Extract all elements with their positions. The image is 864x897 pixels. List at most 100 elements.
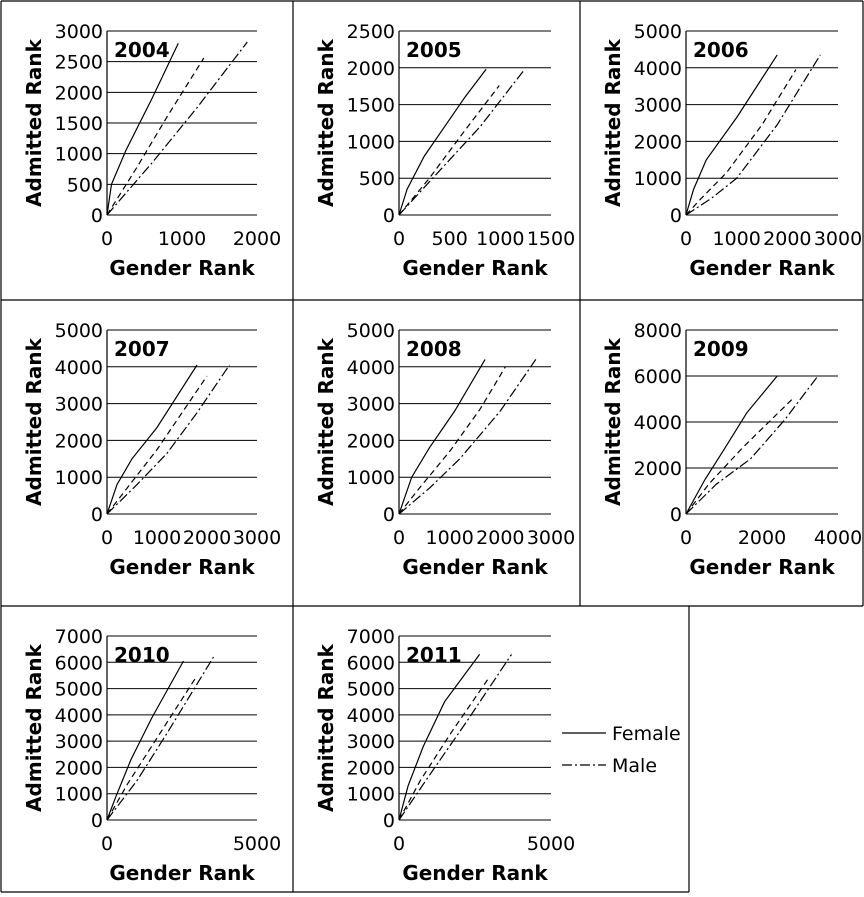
y-tick-label: 3000 (55, 394, 103, 416)
y-tick-label: 3000 (55, 21, 103, 43)
series-line-dashed (106, 677, 197, 821)
y-tick-label: 2000 (55, 430, 103, 452)
y-tick-label: 2500 (347, 21, 395, 43)
series-line-female (398, 654, 481, 821)
y-tick-label: 3000 (347, 731, 395, 753)
y-tick-label: 0 (670, 504, 682, 526)
y-tick-label: 1000 (634, 168, 682, 190)
x-tick-label: 0 (101, 228, 113, 250)
x-tick-label: 0 (393, 527, 405, 549)
y-tick-label: 2000 (634, 131, 682, 153)
x-tick-label: 0 (680, 228, 692, 250)
y-tick-label: 2000 (55, 82, 103, 104)
x-tick-label: 2000 (476, 527, 524, 549)
x-tick-label: 3000 (814, 228, 862, 250)
series-line-male (398, 70, 525, 216)
x-tick-label: 3000 (527, 527, 575, 549)
y-tick-label: 4000 (347, 357, 395, 379)
series-line-female (398, 68, 487, 216)
chart-2011: 0 1000 2000 3000 4000 5000 6000 7000 0 5000 Gender… (314, 626, 575, 885)
series-line-dashed (106, 57, 205, 216)
series-line-female (685, 54, 778, 216)
series-line-dashed (685, 69, 797, 216)
y-axis-label: Admitted Rank (314, 337, 338, 506)
y-axis-label: Admitted Rank (314, 643, 338, 812)
y-tick-label: 4000 (55, 357, 103, 379)
y-tick-label: 7000 (55, 626, 103, 648)
y-tick-label: 0 (383, 810, 395, 832)
x-tick-label: 1000 (712, 228, 760, 250)
series-line-female (398, 359, 486, 515)
y-tick-label: 2000 (347, 58, 395, 80)
series-line-male (685, 376, 818, 515)
x-axis-label: Gender Rank (402, 256, 548, 280)
y-tick-label: 3000 (347, 394, 395, 416)
y-tick-label: 6000 (634, 366, 682, 388)
y-tick-label: 4000 (347, 705, 395, 727)
series-line-dashed (398, 366, 506, 515)
legend: Female Male (562, 723, 681, 777)
x-tick-label: 2000 (738, 527, 786, 549)
y-tick-label: 4000 (634, 412, 682, 434)
year-label: 2007 (114, 337, 170, 361)
x-tick-label: 0 (680, 527, 692, 549)
x-tick-label: 3000 (233, 527, 281, 549)
y-tick-label: 1000 (55, 144, 103, 166)
y-axis-label: Admitted Rank (601, 337, 625, 506)
x-tick-label: 0 (101, 527, 113, 549)
y-tick-label: 3000 (634, 95, 682, 117)
y-tick-label: 1000 (55, 467, 103, 489)
y-tick-label: 5000 (634, 21, 682, 43)
chart-2010: 0 1000 2000 3000 4000 5000 6000 7000 0 5000 Gender… (22, 626, 281, 885)
y-tick-label: 5000 (347, 320, 395, 342)
legend-male-label: Male (612, 755, 657, 777)
series-line-male (398, 654, 512, 821)
year-label: 2009 (693, 337, 749, 361)
y-tick-label: 4000 (55, 705, 103, 727)
x-axis-label: Gender Rank (109, 861, 255, 885)
y-tick-label: 0 (383, 205, 395, 227)
x-tick-label: 2000 (233, 228, 281, 250)
x-axis-label: Gender Rank (109, 256, 255, 280)
y-tick-label: 6000 (55, 652, 103, 674)
y-axis-label: Admitted Rank (601, 38, 625, 207)
series-line-male (106, 364, 230, 515)
y-tick-label: 1000 (347, 467, 395, 489)
y-tick-label: 0 (91, 205, 103, 227)
series-line-male (106, 656, 215, 821)
y-tick-label: 1000 (347, 784, 395, 806)
y-tick-label: 1500 (55, 113, 103, 135)
year-label: 2010 (114, 643, 170, 667)
y-tick-label: 500 (67, 174, 103, 196)
series-line-dashed (398, 85, 500, 216)
year-label: 2005 (406, 38, 462, 62)
y-tick-label: 0 (91, 810, 103, 832)
y-tick-label: 7000 (347, 626, 395, 648)
series-line-male (398, 359, 537, 515)
series-line-male (106, 41, 248, 216)
y-tick-label: 5000 (55, 679, 103, 701)
year-label: 2006 (693, 38, 749, 62)
series-line-female (685, 375, 778, 515)
year-label: 2008 (406, 337, 462, 361)
x-tick-label: 5000 (233, 833, 281, 855)
y-tick-label: 8000 (634, 320, 682, 342)
x-tick-label: 0 (393, 833, 405, 855)
y-axis-label: Admitted Rank (22, 337, 46, 506)
series-line-female (106, 660, 185, 821)
x-axis-label: Gender Rank (109, 555, 255, 579)
x-tick-label: 1000 (158, 228, 206, 250)
x-axis-label: Gender Rank (689, 256, 835, 280)
year-label: 2004 (114, 38, 170, 62)
x-tick-label: 5000 (527, 833, 575, 855)
y-tick-label: 0 (91, 504, 103, 526)
legend-female-label: Female (612, 723, 681, 745)
y-tick-label: 3000 (55, 731, 103, 753)
y-tick-label: 4000 (634, 58, 682, 80)
x-tick-label: 500 (432, 228, 468, 250)
y-tick-label: 6000 (347, 652, 395, 674)
